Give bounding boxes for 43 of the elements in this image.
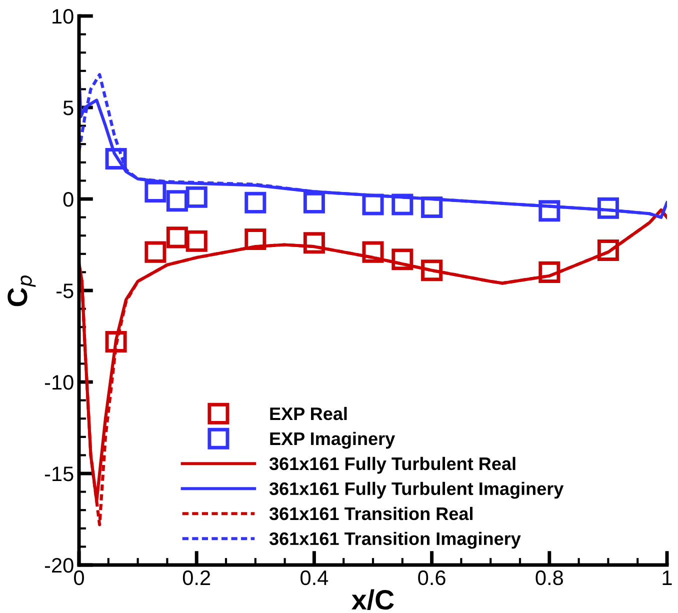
legend-label: EXP Real bbox=[270, 406, 347, 420]
point bbox=[538, 200, 560, 222]
point bbox=[421, 260, 443, 282]
y-tick-label: -15 bbox=[44, 466, 74, 482]
legend-label: 361x161 Fully Turbulent Imaginery bbox=[269, 482, 564, 499]
point bbox=[244, 228, 266, 250]
point bbox=[166, 226, 188, 248]
point bbox=[105, 148, 127, 170]
x-tick-label: 0.2 bbox=[182, 570, 210, 586]
point bbox=[166, 190, 188, 212]
x-tick-label: 0.8 bbox=[536, 570, 563, 586]
point bbox=[362, 194, 384, 216]
point bbox=[362, 241, 384, 263]
y-tick-label: -10 bbox=[44, 375, 74, 390]
point bbox=[392, 194, 414, 216]
y-tick-label: -20 bbox=[44, 558, 74, 573]
y-axis-title: C$_{p}$ bbox=[8, 276, 36, 306]
point bbox=[597, 197, 619, 219]
legend-label: 361x161 Fully Turbulent Real bbox=[269, 456, 516, 474]
y-tick-label: 10 bbox=[52, 9, 74, 24]
y-tick-label: -5 bbox=[56, 284, 74, 298]
legend-label: 361x161 Transition Real bbox=[269, 506, 472, 520]
x-axis-title: x/C bbox=[352, 589, 394, 610]
point bbox=[303, 192, 325, 214]
point bbox=[186, 186, 208, 208]
point bbox=[244, 192, 266, 214]
point bbox=[538, 261, 560, 283]
point bbox=[144, 241, 166, 263]
point bbox=[421, 196, 443, 218]
x-tick-label: 0.4 bbox=[300, 570, 328, 586]
y-tick-label: 5 bbox=[63, 100, 74, 116]
point bbox=[144, 180, 166, 202]
point bbox=[186, 230, 208, 252]
point bbox=[597, 239, 619, 262]
point bbox=[105, 330, 127, 353]
point bbox=[303, 232, 325, 254]
legend-label: EXP Imaginery bbox=[270, 432, 396, 449]
y-tick-label: 0 bbox=[63, 192, 74, 207]
x-tick-label: 1 bbox=[662, 570, 672, 585]
x-tick-label: 0 bbox=[74, 570, 84, 586]
x-tick-label: 0.6 bbox=[418, 570, 446, 586]
point bbox=[392, 248, 414, 270]
legend-label: 361x161 Transition Imaginery bbox=[269, 532, 521, 549]
